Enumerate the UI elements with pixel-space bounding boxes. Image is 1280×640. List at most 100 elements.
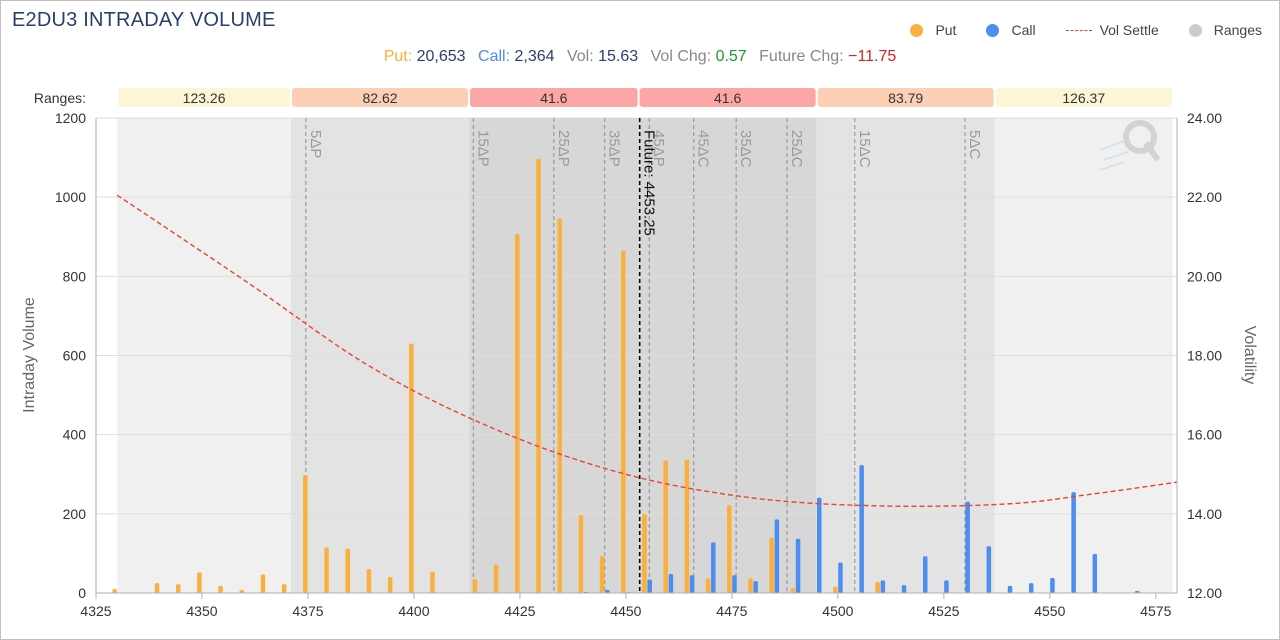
put-bar — [303, 475, 308, 593]
x-tick-label: 4425 — [504, 603, 535, 619]
put-bar — [769, 537, 774, 593]
put-bar — [197, 572, 202, 593]
range-pill — [118, 88, 291, 107]
delta-label: 5ΔP — [307, 130, 324, 158]
future-label: Future: 4453.25 — [641, 130, 658, 236]
put-bar — [515, 233, 520, 593]
stat-vol-label: Vol: — [566, 48, 594, 65]
delta-label: 25ΔC — [788, 130, 805, 168]
call-bar — [986, 546, 992, 593]
call-bar — [689, 575, 695, 593]
put-bar — [493, 564, 499, 593]
legend-ranges-marker — [1188, 23, 1202, 37]
call-bar — [668, 574, 674, 593]
legend-item-vol-settle[interactable]: Vol Settle — [1065, 22, 1159, 38]
y-tick-label: 800 — [63, 268, 87, 284]
x-tick-label: 4325 — [80, 603, 111, 619]
legend-put-label: Put — [935, 22, 957, 38]
stat-call-label: Call: — [478, 48, 511, 65]
y-tick-label: 400 — [63, 427, 87, 443]
call-bar — [1092, 553, 1098, 593]
y-tick-label: 600 — [63, 348, 87, 364]
legend-item-put[interactable]: Put — [910, 22, 956, 38]
call-bar — [922, 556, 928, 593]
stat-vol-chg-value: 0.57 — [715, 48, 747, 65]
x-tick-label: 4550 — [1034, 603, 1065, 619]
y2-tick-label: 24.00 — [1187, 110, 1222, 126]
call-bar — [1028, 583, 1034, 593]
delta-label: 15ΔP — [474, 130, 491, 167]
range-pill — [817, 88, 994, 107]
call-bar — [1007, 585, 1013, 593]
put-bar — [112, 589, 117, 593]
y2-tick-label: 16.00 — [1187, 427, 1222, 443]
range-pill-label: 82.62 — [363, 90, 398, 106]
put-bar — [536, 158, 541, 594]
y-tick-label: 1200 — [55, 110, 86, 126]
put-bar — [875, 581, 880, 593]
put-bar — [599, 556, 605, 593]
put-bar — [409, 343, 414, 593]
put-bar — [472, 579, 478, 593]
range-pill-label: 41.6 — [540, 90, 567, 106]
range-pill — [995, 88, 1172, 107]
chart-title: E2DU3 INTRADAY VOLUME — [12, 9, 276, 31]
put-bar — [748, 578, 753, 593]
stat-put-label: Put: — [383, 48, 413, 65]
legend: Put Call Vol Settle Ranges — [880, 20, 1262, 40]
put-bar — [324, 547, 329, 593]
put-bar — [260, 574, 266, 593]
call-bar — [774, 519, 780, 593]
range-pill-label: 126.37 — [1062, 90, 1105, 106]
call-bar — [965, 501, 970, 593]
x-tick-label: 4400 — [398, 603, 429, 619]
delta-label: 35ΔP — [606, 130, 623, 167]
watermark-streak — [1099, 161, 1125, 171]
put-bar — [727, 505, 732, 593]
call-bar — [647, 579, 652, 593]
delta-label: 5ΔC — [966, 130, 983, 159]
legend-item-call[interactable]: Call — [986, 22, 1036, 38]
range-pill-label: 41.6 — [714, 90, 741, 106]
watermark-tail — [1143, 141, 1161, 162]
put-bar — [175, 584, 181, 593]
ranges-row-label: Ranges: — [34, 90, 86, 106]
legend-vol-settle-marker — [1065, 29, 1092, 31]
y2-tick-label: 22.00 — [1187, 189, 1222, 205]
put-bar — [557, 218, 562, 593]
call-bar — [880, 580, 886, 593]
legend-vol-settle-label: Vol Settle — [1099, 22, 1159, 38]
x-tick-label: 4350 — [186, 603, 217, 619]
legend-put-marker — [910, 23, 924, 37]
legend-call-label: Call — [1011, 22, 1036, 38]
delta-label: 45ΔC — [695, 130, 712, 168]
put-bar — [430, 571, 435, 593]
range-pill — [639, 88, 816, 107]
put-bar — [366, 569, 372, 593]
call-bar — [817, 497, 822, 593]
stat-future-chg-label: Future Chg: — [759, 48, 844, 65]
x-tick-label: 4575 — [1140, 603, 1171, 619]
x-tick-label: 4525 — [928, 603, 959, 619]
x-tick-label: 4450 — [610, 603, 641, 619]
range-pill-label: 83.79 — [888, 90, 923, 106]
put-bar — [790, 588, 796, 593]
y-tick-label: 200 — [63, 506, 87, 522]
legend-item-ranges[interactable]: Ranges — [1188, 22, 1262, 38]
call-bar — [901, 585, 907, 593]
call-bar — [711, 542, 716, 593]
y-tick-label: 0 — [78, 585, 86, 601]
vol-settle-line — [116, 194, 1178, 508]
y2-tick-label: 12.00 — [1187, 585, 1222, 601]
put-bar — [578, 515, 584, 593]
delta-label: 15ΔC — [856, 130, 873, 168]
stat-put-value: 20,653 — [416, 48, 466, 65]
put-bar — [705, 578, 711, 593]
delta-label: 35ΔC — [737, 130, 754, 168]
stat-vol-chg-label: Vol Chg: — [650, 48, 712, 65]
delta-label: 25ΔP — [555, 130, 572, 167]
stats-bar: Put: 20,653 Call: 2,364 Vol: 15.63 Vol C… — [0, 48, 1280, 66]
x-tick-label: 4500 — [822, 603, 853, 619]
watermark-logo — [1099, 120, 1161, 171]
x-tick-label: 4375 — [292, 603, 323, 619]
